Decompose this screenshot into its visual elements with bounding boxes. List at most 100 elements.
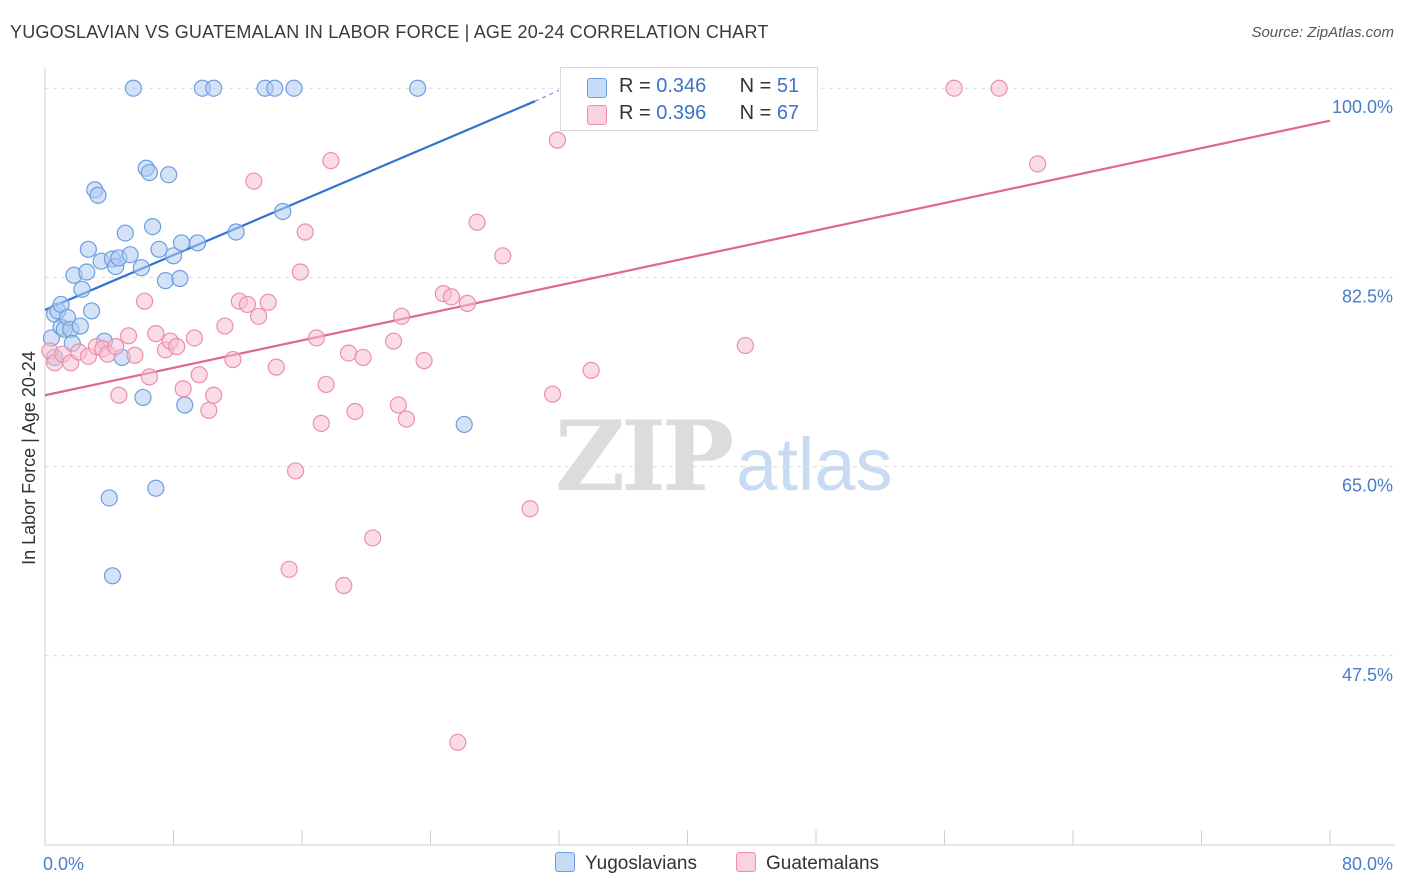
guatemalan-point (397, 410, 416, 428)
yugoslavian-point (150, 240, 168, 258)
yugoslavian-trend-line (44, 100, 536, 311)
guatemalan-point (119, 327, 138, 345)
yugoslavian-point (205, 79, 223, 97)
yugoslavian-point (156, 272, 175, 290)
guatemalan-point (286, 462, 305, 480)
yugoslavian-point (285, 79, 303, 97)
guatemalan-point (238, 295, 256, 314)
guatemalan-point (291, 263, 309, 281)
guatemalan-point (494, 247, 512, 265)
stats-legend: R = 0.346 N = 51 R = 0.396 N = 67 (560, 67, 818, 131)
yugoslavian-point (171, 269, 189, 288)
grid-lines (45, 87, 1395, 657)
watermark-zip: ZIP (555, 400, 734, 513)
guatemalan-point (392, 307, 411, 325)
axes (44, 68, 1395, 846)
yugoslavian-point (100, 489, 118, 507)
guatemalan-trend-line (44, 119, 1331, 397)
guatemalan-point (135, 292, 154, 310)
legend-swatch-pink (587, 105, 607, 125)
guatemalan-point (190, 366, 208, 384)
legend-n-label: N = (739, 75, 777, 97)
legend-label-yugoslavians: Yugoslavians (585, 853, 697, 874)
yugoslavian-point (274, 202, 292, 221)
legend-n-value: 51 (776, 75, 800, 97)
yugoslavian-point (164, 247, 183, 265)
yugoslavian-point (409, 79, 427, 97)
guatemalan-point (250, 307, 268, 325)
chart-title: YUGOSLAVIAN VS GUATEMALAN IN LABOR FORCE… (10, 22, 769, 42)
watermark: ZIPatlas (555, 400, 892, 513)
y-tick-label: 65.0% (1342, 476, 1393, 496)
guatemalan-point (458, 294, 477, 312)
guatemalan-point (449, 733, 467, 751)
guatemalan-point (990, 79, 1008, 97)
yugoslavian-point (140, 163, 159, 182)
yugoslavian-point (71, 317, 89, 335)
trend-lines (44, 89, 1331, 397)
guatemalan-point (200, 401, 218, 419)
yugoslavian-point (82, 302, 101, 320)
legend-n-label: N = (739, 102, 777, 124)
guatemalan-point (110, 386, 128, 404)
y-axis-title: In Labor Force | Age 20-24 (19, 351, 39, 565)
yugoslavian-point (176, 396, 194, 414)
y-tick-label: 47.5% (1342, 665, 1393, 685)
guatemalan-point (335, 576, 353, 595)
guatemalan-point (736, 336, 754, 355)
guatemalan-point (415, 352, 433, 370)
legend-swatch-blue (555, 852, 575, 872)
legend-r-label: R = (619, 102, 657, 124)
yugoslavian-point (116, 224, 134, 242)
source-label: Source: ZipAtlas.com (1251, 24, 1394, 41)
guatemalan-point (267, 358, 285, 376)
yugoslavian-point (89, 186, 107, 204)
x-tick-label: 80.0% (1342, 854, 1393, 874)
yugoslavian-point (134, 388, 152, 407)
yugoslavian-point (160, 166, 178, 184)
x-tick-label: 0.0% (43, 854, 84, 874)
guatemalan-point (582, 361, 600, 379)
guatemalan-point (389, 396, 407, 414)
legend-swatch-blue (587, 78, 607, 98)
y-tick-label: 82.5% (1342, 286, 1393, 306)
guatemalan-point (174, 380, 192, 398)
yugoslavian-point (121, 246, 139, 264)
legend-n-value: 67 (776, 102, 800, 124)
guatemalan-point (216, 317, 234, 335)
guatemalan-point (364, 529, 382, 547)
guatemalan-point (384, 332, 403, 350)
guatemalan-point (259, 293, 277, 311)
watermark-atlas: atlas (736, 423, 893, 506)
guatemalan-point (280, 560, 298, 578)
guatemalan-point (346, 402, 364, 421)
guatemalan-point (168, 338, 186, 356)
guatemalan-point (548, 131, 566, 149)
guatemalan-point (126, 346, 144, 364)
guatemalan-point (468, 213, 486, 231)
guatemalan-point (317, 375, 335, 394)
guatemalan-point (1029, 155, 1047, 173)
legend-r-value: 0.396 (656, 102, 707, 124)
axis-labels: 47.5% 65.0% 82.5% 100.0% 0.0% 80.0% In Labor F… (19, 97, 1393, 874)
guatemalan-point (322, 152, 340, 170)
yugoslavian-point (172, 234, 191, 252)
guatemalan-point (354, 348, 372, 367)
guatemalan-point (107, 338, 125, 356)
legend-item-yugoslavians: Yugoslavians (555, 852, 697, 875)
yugoslavian-point (144, 218, 162, 236)
guatemalan-point (185, 329, 203, 347)
guatemalan-point (296, 223, 314, 241)
yugoslavian-point (132, 259, 150, 277)
yugoslavian-point (124, 79, 142, 97)
legend-label-guatemalans: Guatemalans (766, 853, 880, 874)
guatemalan-point (224, 350, 242, 369)
guatemalan-point (543, 385, 562, 403)
guatemalan-point (205, 386, 223, 404)
yugoslavian-point (227, 223, 245, 241)
yugoslavian-point (103, 567, 122, 585)
guatemalan-point (312, 414, 330, 432)
guatemalan-point (945, 79, 963, 97)
yugoslavian-point (79, 240, 97, 258)
yugoslavian-point (455, 415, 473, 434)
